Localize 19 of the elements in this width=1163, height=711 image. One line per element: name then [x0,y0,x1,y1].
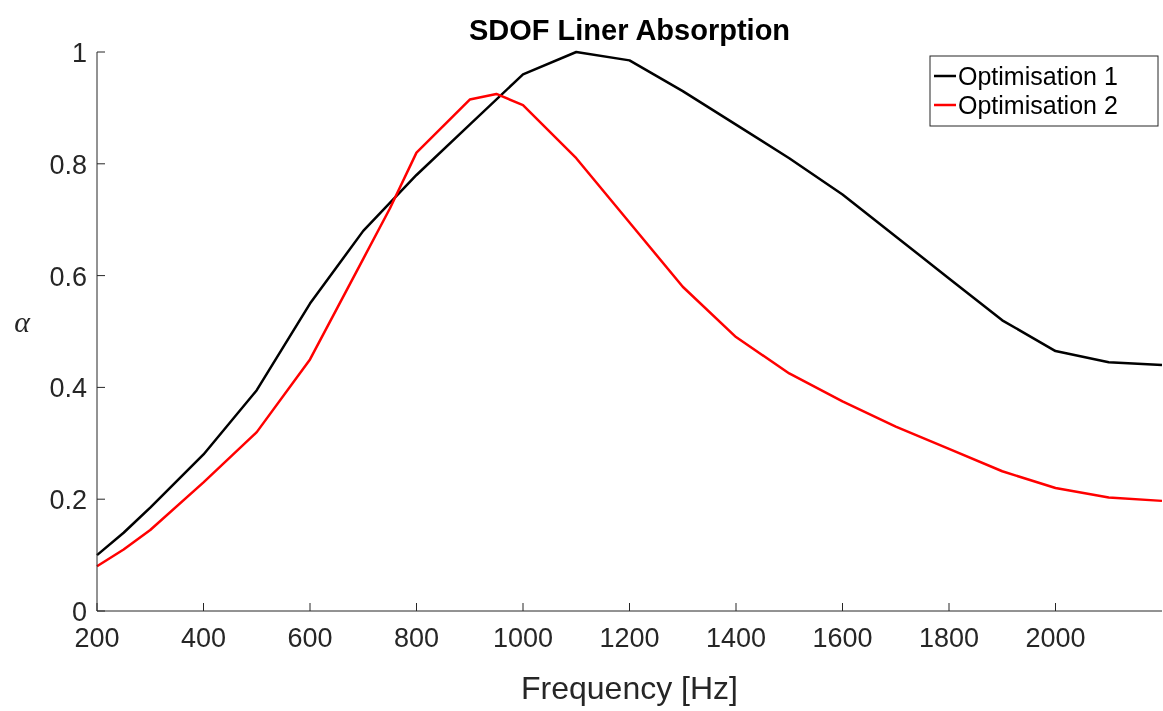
y-axis-title: α [14,304,32,338]
y-tick-label: 1 [71,38,87,68]
x-tick-label: 2000 [1025,623,1086,653]
x-tick-label: 1600 [812,623,873,653]
x-axis-title: Frequency [Hz] [521,670,738,706]
x-tick-label: 1400 [705,623,767,653]
legend-label: Optimisation 1 [958,62,1118,90]
legend-label: Optimisation 2 [958,91,1118,119]
x-tick-label: 800 [393,623,440,653]
y-tick-label: 0.4 [49,373,87,404]
x-tick-label: 1800 [918,623,980,653]
y-tick-label: 0.2 [49,485,87,516]
y-tick-label: 0.6 [49,261,87,292]
x-tick-label: 400 [180,623,227,653]
x-tick-label: 600 [287,623,333,653]
chart-title: SDOF Liner Absorption [468,14,791,46]
x-tick-label: 1000 [492,623,554,653]
x-tick-label: 1200 [599,623,660,653]
y-tick-label: 0.8 [49,149,87,180]
